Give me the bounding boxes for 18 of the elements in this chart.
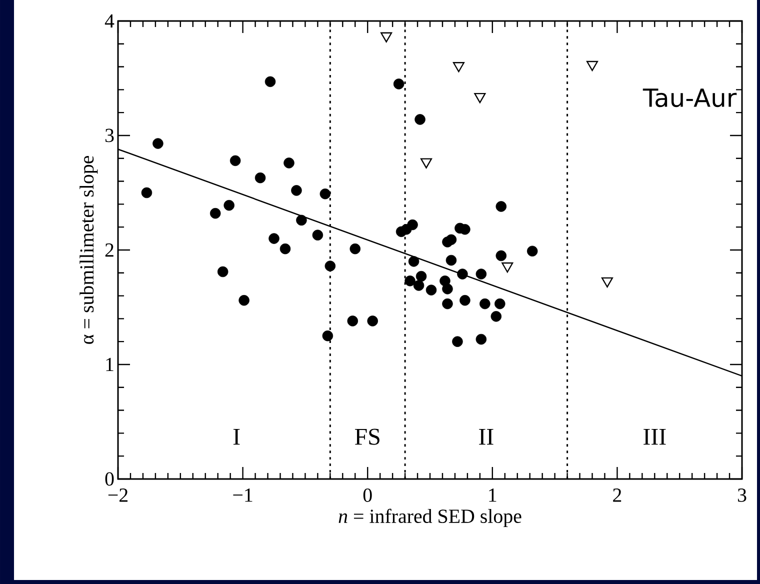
- y-tick-label: 3: [105, 128, 114, 142]
- annotation: Tau-Aur: [642, 88, 737, 108]
- x-tick-label: 3: [738, 488, 746, 502]
- y-axis-title: α = submillimeter slope: [80, 156, 98, 344]
- y-tick-label: 4: [104, 14, 114, 28]
- x-tick-label: −2: [108, 488, 128, 502]
- y-tick-label: 2: [105, 243, 114, 257]
- x-tick-label: 2: [613, 488, 622, 502]
- x-axis-title: n = infrared SED slope: [338, 508, 522, 528]
- annotation: FS: [354, 428, 380, 445]
- y-tick-label: 1: [106, 358, 114, 372]
- x-tick-label: 0: [363, 488, 372, 502]
- x-tick-label: 1: [489, 488, 496, 502]
- y-tick-label: 0: [105, 472, 114, 486]
- x-tick-label: −1: [233, 488, 252, 502]
- annotation: I: [233, 428, 240, 445]
- annotation: II: [479, 428, 494, 445]
- annotation: III: [644, 428, 666, 445]
